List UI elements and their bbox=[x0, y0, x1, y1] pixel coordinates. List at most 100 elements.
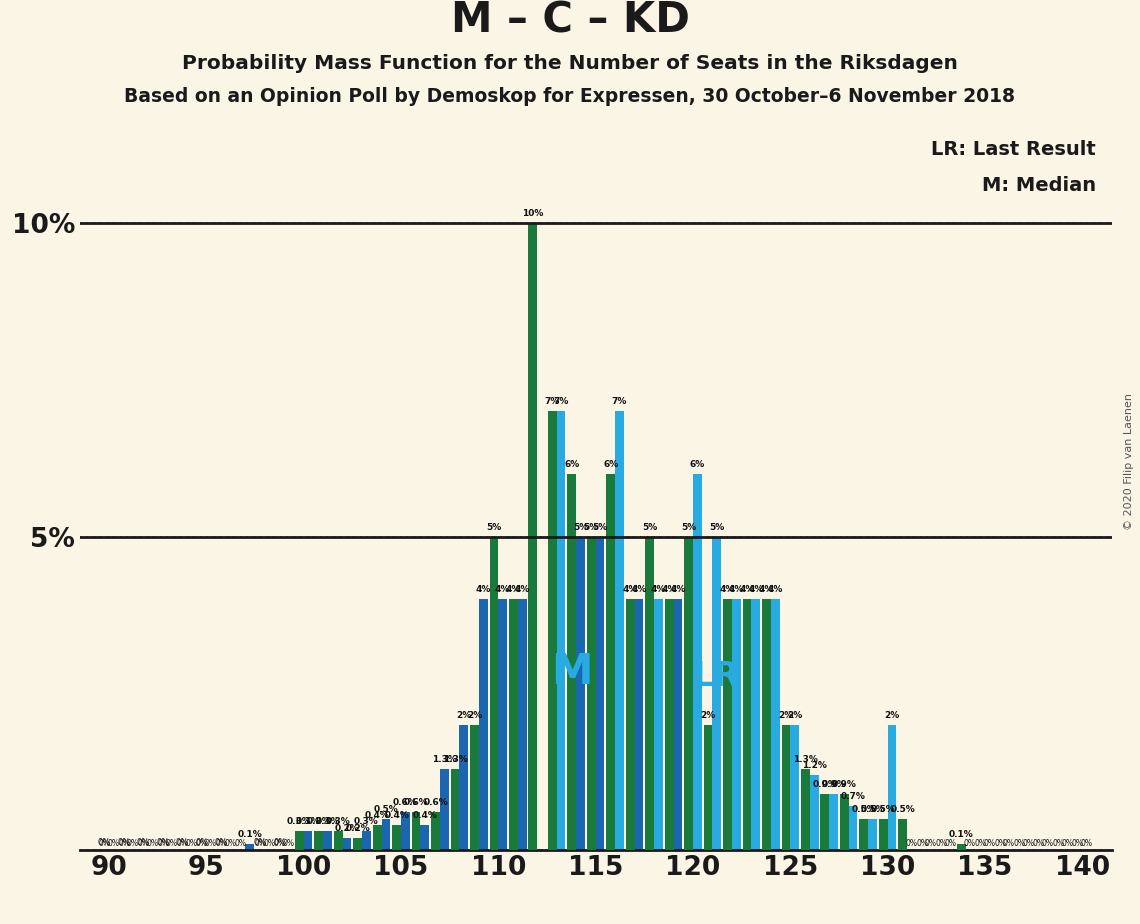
Bar bbox=[732, 600, 741, 850]
Bar bbox=[616, 411, 624, 850]
Bar bbox=[576, 537, 585, 850]
Text: 0%: 0% bbox=[263, 839, 275, 848]
Text: Probability Mass Function for the Number of Seats in the Riksdagen: Probability Mass Function for the Number… bbox=[182, 55, 958, 73]
Bar bbox=[665, 600, 674, 850]
Text: 0.5%: 0.5% bbox=[374, 805, 398, 814]
Text: LR: LR bbox=[693, 661, 740, 693]
Bar bbox=[556, 411, 565, 850]
Bar bbox=[821, 794, 829, 850]
Text: 4%: 4% bbox=[767, 586, 783, 594]
Bar bbox=[450, 769, 459, 850]
Text: M – C – KD: M – C – KD bbox=[450, 0, 690, 42]
Text: 2%: 2% bbox=[467, 711, 482, 720]
Text: 0.3%: 0.3% bbox=[307, 817, 331, 826]
Text: 4%: 4% bbox=[728, 586, 744, 594]
Text: 7%: 7% bbox=[612, 397, 627, 407]
Text: 0%: 0% bbox=[1061, 839, 1073, 848]
Text: 0.6%: 0.6% bbox=[423, 798, 448, 808]
Text: 6%: 6% bbox=[690, 460, 705, 469]
Bar bbox=[431, 812, 440, 850]
Text: 4%: 4% bbox=[670, 586, 685, 594]
Text: 0.1%: 0.1% bbox=[237, 830, 262, 839]
Text: 0.5%: 0.5% bbox=[852, 805, 877, 814]
Bar bbox=[654, 600, 662, 850]
Text: 4%: 4% bbox=[740, 586, 755, 594]
Text: 6%: 6% bbox=[564, 460, 579, 469]
Bar bbox=[606, 474, 616, 850]
Bar bbox=[529, 224, 537, 850]
Bar bbox=[489, 537, 498, 850]
Bar bbox=[712, 537, 722, 850]
Text: 0%: 0% bbox=[185, 839, 197, 848]
Bar bbox=[742, 600, 751, 850]
Bar bbox=[674, 600, 682, 850]
Text: 1.3%: 1.3% bbox=[793, 755, 817, 763]
Text: 0.6%: 0.6% bbox=[404, 798, 429, 808]
Bar bbox=[898, 819, 907, 850]
Text: © 2020 Filip van Laenen: © 2020 Filip van Laenen bbox=[1124, 394, 1133, 530]
Bar bbox=[645, 537, 654, 850]
Text: 0%: 0% bbox=[936, 839, 947, 848]
Bar bbox=[869, 819, 877, 850]
Text: 4%: 4% bbox=[475, 586, 491, 594]
Text: 0%: 0% bbox=[98, 838, 112, 847]
Text: 2%: 2% bbox=[779, 711, 793, 720]
Text: Based on an Opinion Poll by Demoskop for Expressen, 30 October–6 November 2018: Based on an Opinion Poll by Demoskop for… bbox=[124, 87, 1016, 105]
Bar bbox=[421, 825, 430, 850]
Bar bbox=[323, 832, 332, 850]
Text: 4%: 4% bbox=[514, 586, 530, 594]
Text: 2%: 2% bbox=[456, 711, 472, 720]
Bar bbox=[401, 812, 409, 850]
Text: 2%: 2% bbox=[885, 711, 899, 720]
Text: 0.9%: 0.9% bbox=[832, 780, 857, 789]
Text: 0%: 0% bbox=[205, 839, 217, 848]
Text: 0.2%: 0.2% bbox=[345, 823, 371, 833]
Text: 2%: 2% bbox=[787, 711, 803, 720]
Text: 5%: 5% bbox=[709, 523, 724, 531]
Text: 6%: 6% bbox=[603, 460, 618, 469]
Bar bbox=[596, 537, 604, 850]
Text: 0%: 0% bbox=[1072, 839, 1084, 848]
Bar bbox=[956, 844, 966, 850]
Bar bbox=[459, 724, 469, 850]
Text: 0%: 0% bbox=[975, 839, 986, 848]
Text: 0%: 0% bbox=[1033, 839, 1045, 848]
Text: 0.5%: 0.5% bbox=[871, 805, 896, 814]
Bar bbox=[587, 537, 596, 850]
Text: 0.4%: 0.4% bbox=[384, 811, 409, 820]
Bar bbox=[840, 794, 848, 850]
Text: 0.9%: 0.9% bbox=[813, 780, 837, 789]
Text: 5%: 5% bbox=[487, 523, 502, 531]
Bar bbox=[626, 600, 635, 850]
Text: 0%: 0% bbox=[964, 839, 976, 848]
Bar bbox=[315, 832, 323, 850]
Text: M: M bbox=[551, 651, 593, 693]
Bar bbox=[498, 600, 507, 850]
Bar bbox=[888, 724, 896, 850]
Text: 5%: 5% bbox=[681, 523, 697, 531]
Text: 2%: 2% bbox=[700, 711, 716, 720]
Bar bbox=[693, 474, 702, 850]
Text: 10%: 10% bbox=[522, 210, 544, 218]
Text: 1.3%: 1.3% bbox=[432, 755, 457, 763]
Text: M: Median: M: Median bbox=[982, 176, 1096, 195]
Text: 0.3%: 0.3% bbox=[295, 817, 320, 826]
Text: 4%: 4% bbox=[759, 586, 774, 594]
Bar bbox=[751, 600, 760, 850]
Text: 0%: 0% bbox=[1081, 839, 1092, 848]
Bar bbox=[548, 411, 556, 850]
Text: 0%: 0% bbox=[235, 839, 247, 848]
Text: 0%: 0% bbox=[1013, 839, 1026, 848]
Text: 0%: 0% bbox=[107, 839, 120, 848]
Bar bbox=[440, 769, 449, 850]
Text: 0.6%: 0.6% bbox=[393, 798, 417, 808]
Bar bbox=[479, 600, 488, 850]
Text: 0%: 0% bbox=[99, 839, 111, 848]
Bar bbox=[343, 837, 351, 850]
Bar bbox=[373, 825, 382, 850]
Text: 0%: 0% bbox=[157, 839, 169, 848]
Text: 0%: 0% bbox=[1003, 839, 1015, 848]
Text: 0.4%: 0.4% bbox=[413, 811, 438, 820]
Text: 0.9%: 0.9% bbox=[821, 780, 846, 789]
Text: 4%: 4% bbox=[661, 586, 677, 594]
